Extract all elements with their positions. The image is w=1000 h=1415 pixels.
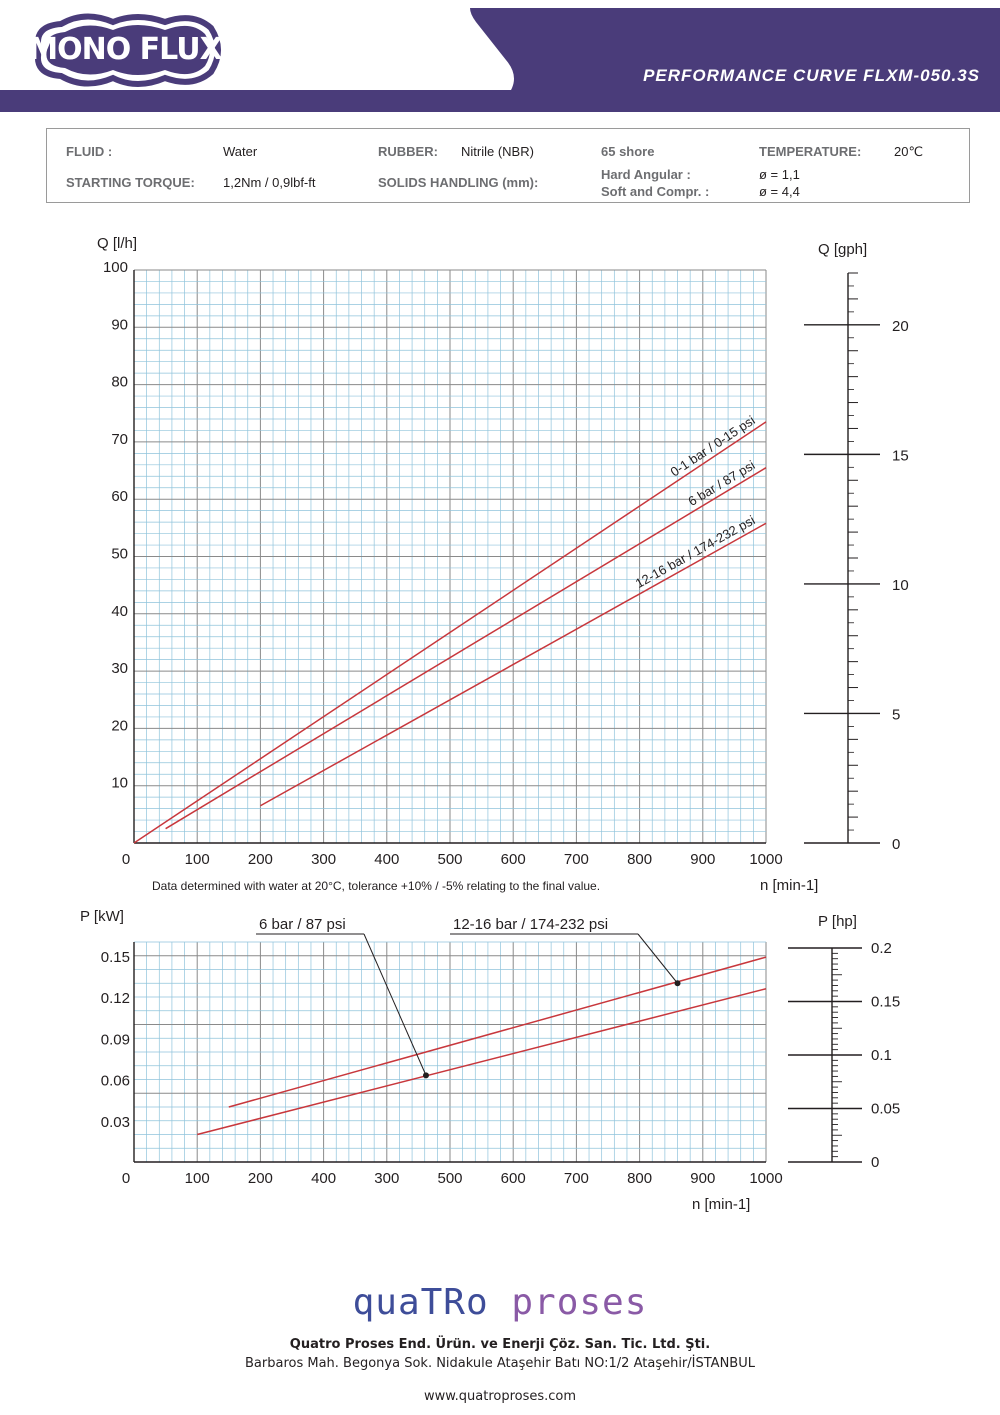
brand-part-1: quaTRo <box>352 1282 489 1323</box>
power-series-line <box>197 988 767 1136</box>
gph-tick-label: 10 <box>892 577 909 594</box>
x-tick-label: 1000 <box>749 851 782 868</box>
y-tick-label: 40 <box>111 603 128 620</box>
x-tick-label: 900 <box>690 851 715 868</box>
hp-axis-label: P [hp] <box>818 913 857 930</box>
rubber-label: RUBBER: <box>378 144 438 159</box>
power-y-tick-label: 0.09 <box>101 1031 130 1048</box>
power-y-tick-label: 0.06 <box>101 1073 130 1090</box>
flow-series-line <box>260 522 767 807</box>
rubber-value: Nitrile (NBR) <box>461 144 534 159</box>
company-name: Quatro Proses End. Ürün. ve Enerji Çöz. … <box>289 1337 711 1352</box>
power-y-tick-label: 0.03 <box>101 1114 130 1131</box>
x-tick-label: 500 <box>437 851 462 868</box>
torque-value: 1,2Nm / 0,9lbf-ft <box>223 175 316 190</box>
torque-label: STARTING TORQUE: <box>66 175 195 190</box>
fluid-value: Water <box>223 144 258 159</box>
temperature-label: TEMPERATURE: <box>759 144 862 159</box>
x-tick-label: 100 <box>185 851 210 868</box>
y-tick-label: 100 <box>103 259 128 276</box>
y-axis-label: Q [l/h] <box>97 235 137 252</box>
power-y-axis-label: P [kW] <box>80 908 124 925</box>
x-axis-label: n [min-1] <box>760 877 818 894</box>
y-tick-label: 30 <box>111 660 128 677</box>
chart-note: Data determined with water at 20°C, tole… <box>152 879 600 893</box>
x-tick-label: 400 <box>374 851 399 868</box>
soft-compr-label: Soft and Compr. : <box>601 184 710 199</box>
soft-compr-value: ø = 4,4 <box>759 184 800 199</box>
power-x-axis-label: n [min-1] <box>692 1196 750 1213</box>
y-tick-label: 60 <box>111 488 128 505</box>
logo-badge <box>35 13 221 87</box>
gph-axis-label: Q [gph] <box>818 241 867 258</box>
y-tick-label: 10 <box>111 775 128 792</box>
mono-flux-logo: MONO FLUX <box>25 10 225 90</box>
website-link[interactable]: www.quatroproses.com <box>423 1389 577 1404</box>
x-tick-label: 300 <box>311 851 336 868</box>
y-tick-label: 20 <box>111 717 128 734</box>
callout-dot <box>422 1072 429 1079</box>
callout-dot <box>674 980 681 987</box>
temperature-value: 20℃ <box>894 144 924 159</box>
logo-text: MONO FLUX <box>28 32 222 67</box>
hard-angular-value: ø = 1,1 <box>759 167 800 182</box>
power-y-tick-label: 0.12 <box>101 990 130 1007</box>
power-x-tick-label: 700 <box>564 1170 589 1187</box>
power-x-tick-label: 100 <box>185 1170 210 1187</box>
gph-tick-label: 20 <box>892 318 909 335</box>
hp-tick-label: 0 <box>871 1154 879 1171</box>
header-tab <box>470 8 1000 112</box>
power-y-tick-label: 0.15 <box>101 949 130 966</box>
callout-label: 12-16 bar / 174-232 psi <box>453 916 608 933</box>
flow-series-line <box>133 421 767 844</box>
quatro-proses-logo: quaTRo proses <box>0 1282 1000 1323</box>
hp-tick-label: 0.05 <box>871 1101 900 1118</box>
power-series-line <box>228 956 767 1108</box>
power-x-tick-label: 600 <box>501 1170 526 1187</box>
y-tick-label: 50 <box>111 546 128 563</box>
callout-leader <box>363 933 427 1076</box>
flow-series-line <box>165 467 767 830</box>
y-tick-label: 80 <box>111 374 128 391</box>
hp-tick-label: 0.2 <box>871 940 892 957</box>
gph-tick-label: 15 <box>892 447 909 464</box>
power-x-tick-label: 400 <box>311 1170 336 1187</box>
x-tick-label: 700 <box>564 851 589 868</box>
power-x-tick-label: 1000 <box>749 1170 782 1187</box>
power-x-tick-label: 200 <box>248 1170 273 1187</box>
x-tick-label: 600 <box>501 851 526 868</box>
power-x-tick-label: 800 <box>627 1170 652 1187</box>
hard-angular-label: Hard Angular : <box>601 167 691 182</box>
gph-tick-label: 0 <box>892 836 900 853</box>
x-tick-label: 800 <box>627 851 652 868</box>
solids-label: SOLIDS HANDLING (mm): <box>378 175 539 190</box>
x-tick-label: 0 <box>122 851 130 868</box>
y-tick-label: 70 <box>111 431 128 448</box>
fluid-label: FLUID : <box>66 144 113 159</box>
company-address: Barbaros Mah. Begonya Sok. Nidakule Ataş… <box>245 1356 755 1371</box>
y-tick-label: 90 <box>111 316 128 333</box>
power-x-tick-label: 900 <box>690 1170 715 1187</box>
spec-box <box>46 128 970 203</box>
x-tick-label: 200 <box>248 851 273 868</box>
grid <box>133 941 767 1163</box>
brand-part-2: proses <box>511 1282 648 1323</box>
power-x-tick-label: 0 <box>122 1170 130 1187</box>
callout-label: 6 bar / 87 psi <box>259 916 346 933</box>
hp-tick-label: 0.1 <box>871 1047 892 1064</box>
gph-tick-label: 5 <box>892 706 900 723</box>
shore-value: 65 shore <box>601 144 655 159</box>
callout-leader <box>637 933 678 984</box>
power-x-tick-label: 300 <box>374 1170 399 1187</box>
page-title: PERFORMANCE CURVE FLXM-050.3S <box>643 66 980 85</box>
hp-tick-label: 0.15 <box>871 994 900 1011</box>
power-x-tick-label: 500 <box>437 1170 462 1187</box>
